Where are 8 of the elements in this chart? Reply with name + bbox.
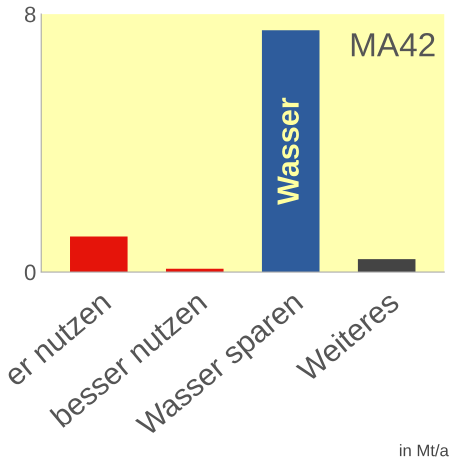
annotation: Wasser: [278, 98, 299, 205]
bar: [358, 259, 416, 272]
bar: [262, 30, 320, 272]
y-tick-label: 8: [24, 6, 36, 22]
text: in Mt/a: [400, 444, 449, 456]
annotation: MA42: [352, 33, 435, 56]
bar: [70, 236, 128, 272]
y-tick-label: 0: [24, 264, 36, 280]
